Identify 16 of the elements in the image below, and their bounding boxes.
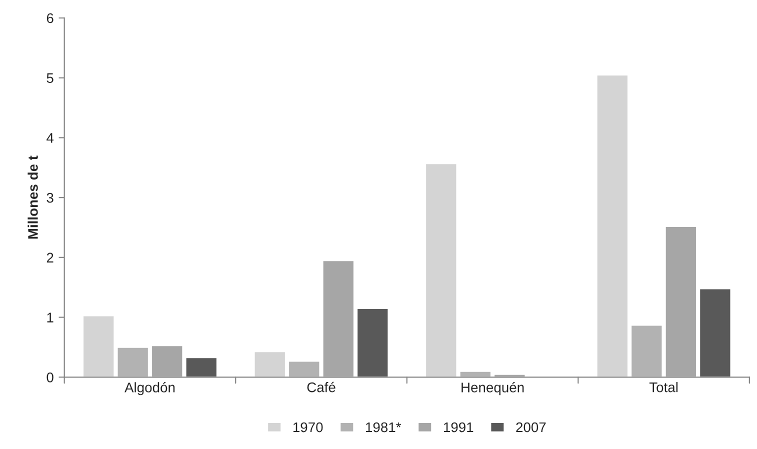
y-axis-title: Millones de t xyxy=(28,156,38,239)
y-tick-label: 4 xyxy=(46,133,54,143)
legend-label: 2007 xyxy=(516,422,546,432)
y-tick-label: 3 xyxy=(46,192,54,203)
x-tick-label: Total xyxy=(649,382,678,392)
y-tick-label: 2 xyxy=(46,252,54,262)
y-tick-label: 1 xyxy=(47,312,54,322)
y-tick-label: 6 xyxy=(46,13,54,24)
x-tick-label: Henequén xyxy=(462,382,524,396)
legend-label: 1991 xyxy=(444,422,474,432)
y-tick-label: 0 xyxy=(46,372,54,382)
x-tick-label: Algodón xyxy=(124,382,175,396)
y-tick-label: 5 xyxy=(46,73,54,83)
x-tick-label: Café xyxy=(307,382,336,392)
legend-label: 1970 xyxy=(293,422,323,432)
legend-label: 1981* xyxy=(366,422,402,432)
